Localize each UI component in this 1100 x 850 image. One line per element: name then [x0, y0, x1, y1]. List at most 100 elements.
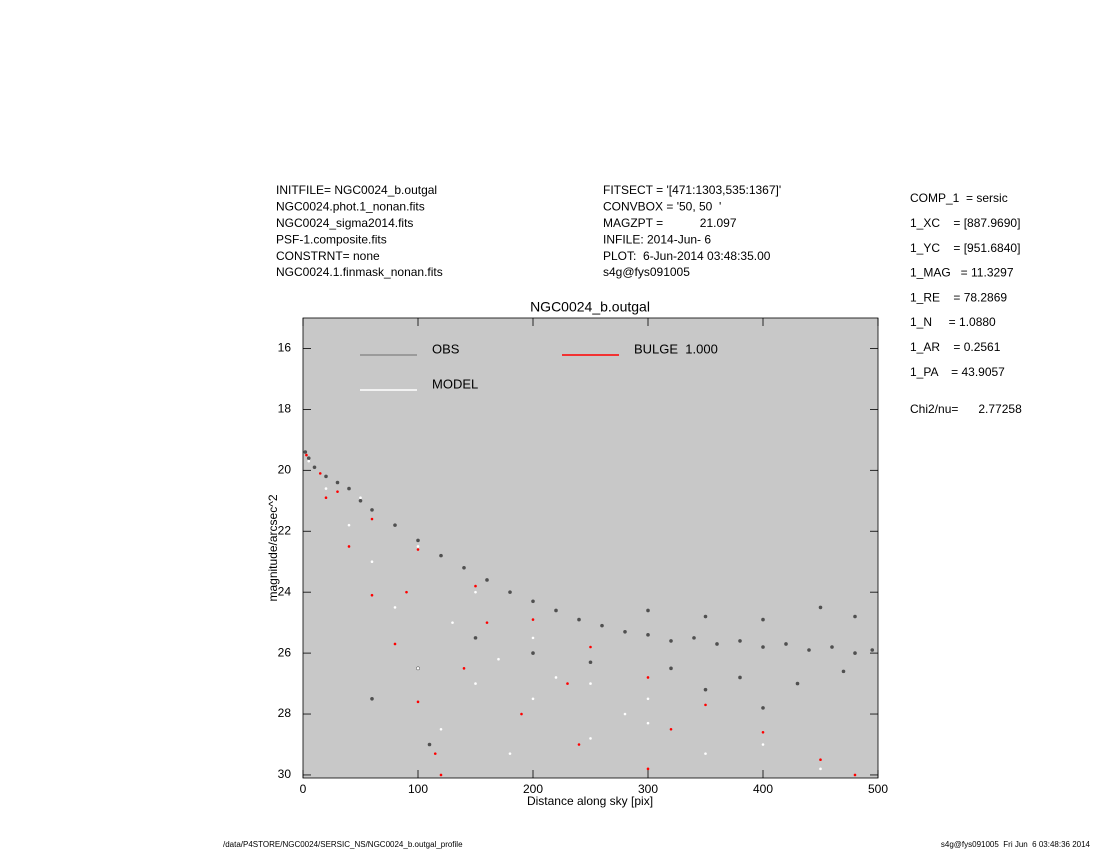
x-tick-label: 100	[408, 782, 428, 796]
point	[305, 453, 308, 457]
info-line: INITFILE= NGC0024_b.outgal	[276, 183, 437, 197]
point	[646, 721, 650, 725]
y-tick-label: 16	[278, 341, 292, 355]
point	[370, 696, 374, 701]
y-tick-label: 24	[278, 584, 292, 598]
point	[623, 629, 627, 634]
point	[761, 645, 765, 649]
point	[307, 459, 311, 463]
point	[588, 660, 593, 665]
point	[324, 496, 328, 500]
footer-path: /data/P4STORE/NGC0024/SERSIC_NS/NGC0024_…	[223, 840, 463, 849]
param-line: 1_MAG = 11.3297	[910, 266, 1014, 280]
info-line: s4g@fys091005	[603, 265, 690, 279]
point	[795, 681, 800, 686]
point	[703, 687, 708, 692]
point	[359, 496, 362, 500]
point	[416, 548, 420, 551]
param-line: 1_N = 1.0880	[910, 315, 996, 329]
point	[508, 590, 512, 594]
point	[433, 752, 437, 755]
point	[370, 560, 374, 564]
point	[761, 731, 765, 734]
point	[566, 682, 569, 685]
point	[554, 676, 558, 679]
point	[347, 545, 351, 548]
point	[830, 645, 834, 649]
point	[819, 767, 822, 771]
footer-stamp: s4g@fys091005 Fri Jun 6 03:48:36 2014	[941, 840, 1091, 849]
point	[520, 712, 523, 716]
y-tick-label: 22	[278, 523, 292, 537]
point	[715, 642, 719, 646]
point	[784, 642, 788, 646]
info-line: MAGZPT = 21.097	[603, 216, 737, 230]
point	[485, 621, 489, 624]
point	[393, 523, 397, 527]
point	[347, 523, 351, 527]
point	[589, 645, 592, 649]
point	[497, 657, 500, 661]
legend-label: BULGE 1.000	[634, 341, 718, 356]
point	[703, 614, 708, 619]
point	[358, 498, 363, 503]
point	[439, 553, 443, 558]
chi2: Chi2/nu= 2.77258	[910, 402, 1022, 416]
point	[818, 605, 823, 610]
x-tick-label: 500	[868, 782, 888, 796]
x-tick-label: 300	[638, 782, 658, 796]
info-line: PSF-1.composite.fits	[276, 232, 387, 246]
point	[738, 639, 742, 643]
point	[577, 617, 581, 622]
y-tick-label: 30	[278, 767, 292, 781]
info-line: NGC0024.phot.1_nonan.fits	[276, 200, 425, 214]
point	[531, 618, 535, 621]
point	[646, 676, 650, 679]
point	[841, 669, 846, 674]
point	[738, 675, 742, 680]
point	[451, 621, 454, 624]
point	[318, 472, 322, 475]
point	[623, 712, 627, 716]
point	[669, 666, 673, 671]
point	[324, 487, 328, 490]
point	[474, 682, 477, 685]
point	[370, 508, 374, 512]
point	[853, 614, 857, 619]
point	[393, 642, 397, 646]
param-line: 1_XC = [887.9690]	[910, 216, 1020, 230]
x-tick-label: 0	[300, 782, 307, 796]
point	[416, 545, 420, 548]
legend-label: OBS	[432, 341, 460, 356]
point	[554, 608, 558, 613]
point	[439, 773, 443, 777]
point	[370, 517, 374, 521]
info-line: PLOT: 6-Jun-2014 03:48:35.00	[603, 249, 771, 263]
point	[646, 608, 650, 613]
point	[577, 743, 581, 746]
point	[335, 480, 340, 485]
point	[531, 651, 535, 655]
point	[589, 737, 592, 740]
info-line: NGC0024_sigma2014.fits	[276, 216, 413, 230]
point	[853, 651, 857, 655]
point	[303, 450, 308, 454]
chart-title: NGC0024_b.outgal	[530, 299, 650, 315]
point	[870, 648, 875, 652]
point	[761, 617, 765, 622]
y-axis-label: magnitude/arcsec^2	[266, 494, 280, 601]
point	[485, 578, 489, 582]
y-tick-label: 20	[278, 462, 292, 476]
param-line: COMP_1 = sersic	[910, 191, 1008, 205]
point	[336, 490, 339, 493]
point	[474, 584, 477, 588]
info-line: CONSTRNT= none	[276, 249, 380, 263]
point	[416, 700, 420, 704]
point	[819, 758, 822, 762]
y-tick-label: 26	[278, 645, 292, 659]
point	[853, 773, 857, 777]
point	[474, 590, 477, 594]
point	[761, 706, 765, 710]
point	[508, 752, 512, 755]
